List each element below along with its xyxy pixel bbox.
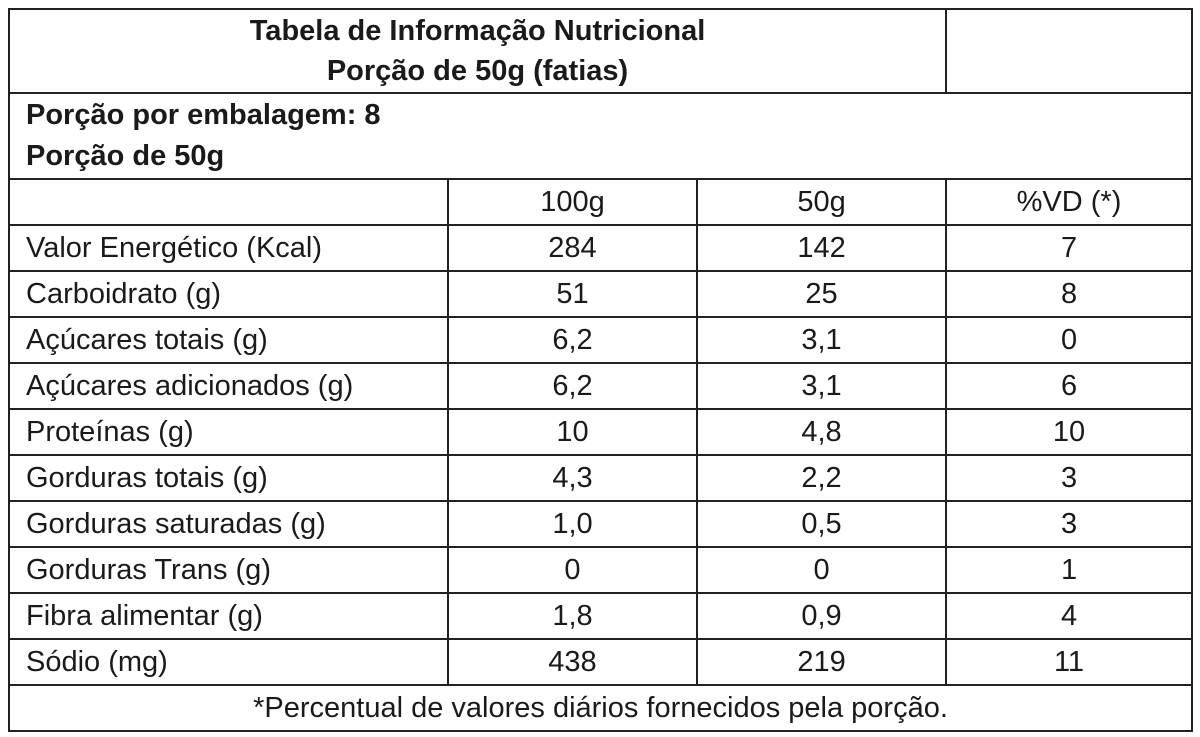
row-label: Gorduras saturadas (g) bbox=[8, 500, 449, 548]
footer-row: *Percentual de valores diários fornecido… bbox=[7, 684, 1194, 732]
column-header-vd: %VD (*) bbox=[945, 178, 1194, 226]
row-label: Açúcares adicionados (g) bbox=[8, 362, 449, 410]
title-text: Tabela de Informação Nutricional bbox=[249, 15, 706, 47]
row-label: Gorduras totais (g) bbox=[8, 454, 449, 502]
cell-100g: 1,8 bbox=[447, 592, 698, 640]
table-row: Valor Energético (Kcal) 284 142 7 bbox=[8, 224, 1194, 272]
cell-50g: 219 bbox=[695, 638, 948, 686]
table-row: Gorduras totais (g) 4,3 2,2 3 bbox=[8, 454, 1194, 502]
cell-50g: 4,8 bbox=[695, 408, 948, 456]
cell-50g: 25 bbox=[695, 270, 948, 318]
table-row: Gorduras saturadas (g) 1,0 0,5 3 bbox=[8, 500, 1194, 548]
column-header-100g: 100g bbox=[447, 178, 698, 226]
title-empty-cell bbox=[945, 8, 1194, 94]
cell-vd: 3 bbox=[945, 500, 1194, 548]
table-row: Sódio (mg) 438 219 11 bbox=[8, 638, 1194, 686]
row-label: Carboidrato (g) bbox=[8, 270, 449, 318]
cell-100g: 284 bbox=[447, 224, 698, 272]
table-row: Açúcares totais (g) 6,2 3,1 0 bbox=[8, 316, 1194, 364]
cell-100g: 6,2 bbox=[447, 362, 698, 410]
cell-50g: 2,2 bbox=[695, 454, 948, 502]
table-title: Tabela de Informação Nutricional Porção … bbox=[7, 8, 948, 94]
cell-vd: 3 bbox=[945, 454, 1194, 502]
cell-50g: 142 bbox=[695, 224, 948, 272]
servings-row: Porção por embalagem: 8 Porção de 50g bbox=[7, 92, 1194, 180]
nutrition-table: Tabela de Informação Nutricional Porção … bbox=[7, 8, 1194, 732]
row-label: Sódio (mg) bbox=[8, 638, 449, 686]
cell-50g: 3,1 bbox=[695, 362, 948, 410]
cell-100g: 10 bbox=[447, 408, 698, 456]
table-row: Fibra alimentar (g) 1,8 0,9 4 bbox=[8, 592, 1194, 640]
cell-vd: 6 bbox=[945, 362, 1194, 410]
cell-50g: 0 bbox=[695, 546, 948, 594]
cell-vd: 8 bbox=[945, 270, 1194, 318]
cell-vd: 11 bbox=[945, 638, 1194, 686]
table-row: Açúcares adicionados (g) 6,2 3,1 6 bbox=[8, 362, 1194, 410]
cell-vd: 4 bbox=[945, 592, 1194, 640]
cell-50g: 0,9 bbox=[695, 592, 948, 640]
cell-100g: 1,0 bbox=[447, 500, 698, 548]
column-header-row: 100g 50g %VD (*) bbox=[8, 178, 1194, 226]
cell-100g: 438 bbox=[447, 638, 698, 686]
cell-100g: 4,3 bbox=[447, 454, 698, 502]
cell-50g: 3,1 bbox=[695, 316, 948, 364]
servings-info: Porção por embalagem: 8 Porção de 50g bbox=[7, 92, 1194, 180]
subtitle-text: Porção de 50g (fatias) bbox=[326, 55, 629, 87]
servings-per-package: Porção por embalagem: 8 bbox=[26, 99, 381, 131]
cell-50g: 0,5 bbox=[695, 500, 948, 548]
table-row: Carboidrato (g) 51 25 8 bbox=[8, 270, 1194, 318]
table-row: Proteínas (g) 10 4,8 10 bbox=[8, 408, 1194, 456]
row-label: Fibra alimentar (g) bbox=[8, 592, 449, 640]
footnote: *Percentual de valores diários fornecido… bbox=[7, 684, 1194, 732]
row-label: Açúcares totais (g) bbox=[8, 316, 449, 364]
cell-vd: 10 bbox=[945, 408, 1194, 456]
column-header-50g: 50g bbox=[695, 178, 948, 226]
cell-100g: 0 bbox=[447, 546, 698, 594]
cell-100g: 51 bbox=[447, 270, 698, 318]
cell-vd: 0 bbox=[945, 316, 1194, 364]
row-label: Gorduras Trans (g) bbox=[8, 546, 449, 594]
title-row: Tabela de Informação Nutricional Porção … bbox=[7, 8, 1194, 94]
cell-100g: 6,2 bbox=[447, 316, 698, 364]
cell-vd: 7 bbox=[945, 224, 1194, 272]
table-row: Gorduras Trans (g) 0 0 1 bbox=[8, 546, 1194, 594]
row-label: Valor Energético (Kcal) bbox=[8, 224, 449, 272]
portion-size: Porção de 50g bbox=[26, 140, 225, 172]
row-label: Proteínas (g) bbox=[8, 408, 449, 456]
cell-vd: 1 bbox=[945, 546, 1194, 594]
header-empty-cell bbox=[8, 178, 449, 226]
